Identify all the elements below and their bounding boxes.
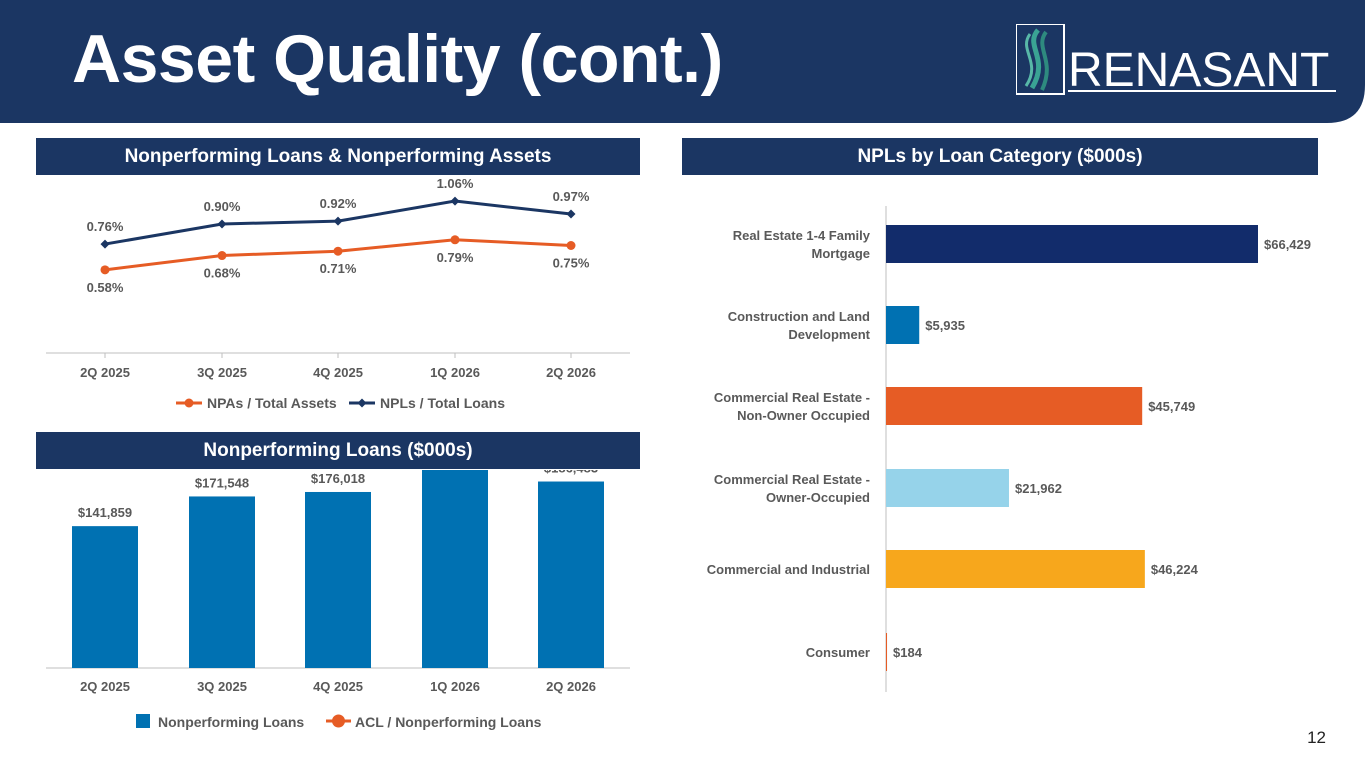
category-label: Commercial Real Estate - <box>714 472 870 487</box>
data-point <box>217 251 227 261</box>
data-label: 1.06% <box>437 176 474 191</box>
legend-marker <box>184 398 194 408</box>
category-label: Non-Owner Occupied <box>737 408 870 423</box>
data-label: 0.92% <box>320 196 357 211</box>
category-label: Real Estate 1-4 Family <box>733 228 871 243</box>
x-tick-label: 2Q 2025 <box>80 679 130 694</box>
bar <box>422 470 488 668</box>
bar <box>886 633 888 671</box>
bar-value-label: $184 <box>893 645 923 660</box>
data-label: 0.90% <box>204 199 241 214</box>
legend-swatch-nonperforming-loans <box>136 714 150 728</box>
x-tick-label: 2Q 2026 <box>546 679 596 694</box>
bar <box>886 469 1009 507</box>
data-point <box>450 235 460 245</box>
data-point <box>450 196 460 206</box>
npl-category-bar-chart: $66,429 Real Estate 1-4 Family Mortgage $5,… <box>707 206 1311 692</box>
legend-label: NPAs / Total Assets <box>207 395 337 411</box>
x-tick-label: 4Q 2025 <box>313 679 363 694</box>
data-label: 0.76% <box>87 219 124 234</box>
legend-label: Nonperforming Loans <box>158 714 304 730</box>
section-header-npl-npa: Nonperforming Loans & Nonperforming Asse… <box>36 138 640 175</box>
bar <box>886 225 1258 263</box>
x-tick-label: 4Q 2025 <box>313 365 363 380</box>
x-tick-label: 2Q 2026 <box>546 365 596 380</box>
page-number: 12 <box>1307 728 1326 747</box>
bar-value-label: $171,548 <box>195 475 249 490</box>
data-label: 0.79% <box>437 250 474 265</box>
data-label: 0.97% <box>553 189 590 204</box>
data-point <box>100 265 110 275</box>
data-point <box>333 246 343 256</box>
npl-bar-chart: $141,859 2Q 2025 $171,548 3Q 2025 $176,018 4Q… <box>46 470 630 730</box>
data-point <box>566 209 576 219</box>
section-header-npl-category: NPLs by Loan Category ($000s) <box>682 138 1318 175</box>
data-label: 0.68% <box>204 266 241 281</box>
data-point <box>217 219 227 229</box>
legend-label: NPLs / Total Loans <box>380 395 505 411</box>
renasant-logo: RENASANT <box>1015 23 1336 97</box>
npl-npa-line-chart: 2Q 2025 3Q 2025 4Q 2025 1Q 2026 2Q 2026 0.58%… <box>46 176 630 411</box>
bar <box>72 526 138 668</box>
category-label: Mortgage <box>812 246 871 261</box>
bar-value-label: $66,429 <box>1264 237 1311 252</box>
x-tick-label: 3Q 2025 <box>197 679 247 694</box>
data-label: 0.75% <box>553 256 590 271</box>
category-label: Consumer <box>806 645 870 660</box>
data-label: 0.58% <box>87 280 124 295</box>
legend-marker <box>357 398 367 408</box>
legend-label: ACL / Nonperforming Loans <box>355 714 542 730</box>
bar <box>886 306 920 344</box>
category-label: Development <box>788 327 870 342</box>
x-tick-label: 3Q 2025 <box>197 365 247 380</box>
category-label: Owner-Occupied <box>766 490 870 505</box>
slide-title: Asset Quality (cont.) <box>72 21 723 97</box>
data-point <box>100 239 110 249</box>
section-header-npl-amounts: Nonperforming Loans ($000s) <box>36 432 640 469</box>
x-tick-label: 1Q 2026 <box>430 679 480 694</box>
bar-value-label: $21,962 <box>1015 481 1062 496</box>
category-label: Commercial and Industrial <box>707 562 870 577</box>
bar-value-label: $176,018 <box>311 471 365 486</box>
bar <box>305 491 371 668</box>
category-label: Construction and Land <box>728 309 870 324</box>
bar <box>538 481 604 668</box>
data-point <box>566 241 576 250</box>
bar-value-label: $141,859 <box>78 505 132 520</box>
bar <box>189 496 255 668</box>
bar <box>886 550 1145 588</box>
legend-marker <box>332 714 345 728</box>
category-label: Commercial Real Estate - <box>714 390 870 405</box>
x-tick-label: 2Q 2025 <box>80 365 130 380</box>
header-background <box>0 0 1365 123</box>
x-tick-label: 1Q 2026 <box>430 365 480 380</box>
bar-value-label: $45,749 <box>1148 399 1195 414</box>
logo-wordmark: RENASANT <box>1068 44 1329 96</box>
bar-value-label: $5,935 <box>925 318 965 333</box>
data-label: 0.71% <box>320 261 357 276</box>
bar <box>886 387 1143 425</box>
data-point <box>333 216 343 226</box>
header-banner: Asset Quality (cont.) RENASANT <box>0 0 1365 123</box>
bar-value-label: $186,483 <box>544 470 598 476</box>
bar-value-label: $46,224 <box>1151 562 1199 577</box>
